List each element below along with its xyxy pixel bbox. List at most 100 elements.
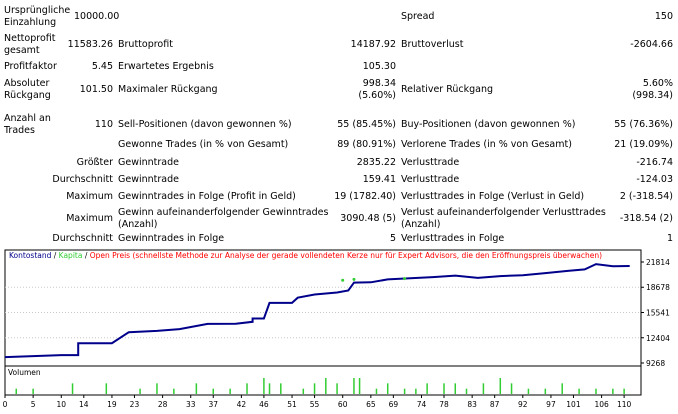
max-consecutive-amount-loss-value: -318.54 (2) [619,213,673,224]
x-tick-label: 37 [208,400,218,409]
net-profit-value: 11583.26 [67,39,113,50]
x-tick-label: 83 [467,400,477,409]
loss-trades-label: Verlorene Trades (in % von Gesamt) [401,139,572,150]
x-tick-label: 65 [366,400,376,409]
max-consecutive-profit-label: Gewinntrades in Folge (Profit in Geld) [118,191,296,202]
short-positions-label: Sell-Positionen (davon gewonnen %) [118,119,292,130]
volume-label: Volumen [8,368,41,377]
avg-consecutive-profit-label: Gewinntrades in Folge [118,233,225,244]
average-label: Durchschnitt [52,174,113,185]
legend-sep1: / [51,251,58,260]
x-tick-label: 5 [31,400,36,409]
short-positions-value: 55 (85.45%) [337,119,396,130]
largest-profit-label: Gewinntrade [118,157,179,168]
average-loss-value: -124.03 [636,174,673,185]
x-tick-label: 106 [594,400,609,409]
gross-loss-value: -2604.66 [630,39,673,50]
average-loss-label: Verlusttrade [401,174,460,185]
largest-loss-label: Verlusttrade [401,157,460,168]
maximal-drawdown-label: Maximaler Rückgang [118,84,218,95]
relative-drawdown-value: 5.60% (998.34) [632,78,673,101]
x-tick-label: 33 [186,400,196,409]
max-consecutive-profit-value: 19 (1782.40) [334,191,396,202]
long-positions-label: Buy-Positionen (davon gewonnen %) [401,119,576,130]
legend-model-note: Open Preis (schnellste Methode zur Analy… [90,251,602,260]
chart-grid [5,286,641,339]
max-consecutive-label: Maximum [66,191,113,202]
y-tick-label: 18678 [646,283,670,292]
total-trades-label: Anzahl an Trades [4,113,51,136]
y-tick-label: 15541 [646,309,670,318]
x-tick-label: 23 [130,400,140,409]
x-tick-label: 10 [57,400,67,409]
y-tick-label: 12404 [646,334,670,343]
absolute-drawdown-label: Absoluter Rückgang [4,78,51,101]
expected-payoff-value: 105.30 [362,61,396,72]
equity-mark [341,278,345,282]
x-tick-label: 46 [259,400,269,409]
x-tick-label: 69 [389,400,399,409]
x-tick-label: 0 [3,400,8,409]
profit-factor-label: Profitfaktor [4,61,57,72]
expected-payoff-label: Erwartetes Ergebnis [118,61,214,72]
balance-line [4,263,630,359]
absolute-drawdown-value: 101.50 [79,84,113,95]
legend-balance: Kontostand [9,251,52,260]
x-tick-label: 14 [79,400,89,409]
chart-legend: Kontostand / Kapita / Open Preis (schnel… [9,251,602,260]
equity-chart: 21814 18678 15541 12404 9268 0 5 10 14 19 23 28 33 3… [3,249,670,409]
x-tick-label: 78 [439,400,449,409]
average-profit-value: 159.41 [362,174,396,185]
max-consecutive-loss-label: Verlusttrades in Folge (Verlust in Geld) [401,191,585,202]
max-consecutive-loss-value: 2 (-318.54) [619,191,673,202]
relative-drawdown-label: Relativer Rückgang [401,84,494,95]
x-tick-label: 110 [617,400,632,409]
report-stats-table: Ursprüngliche Einzahlung 10000.00 Spread… [4,5,673,244]
spread-label: Spread [401,11,435,22]
x-tick-label: 101 [566,400,581,409]
max-consecutive-amount-loss-label: Verlust aufeinanderfolgender Verlusttrad… [401,207,606,230]
x-tick-label: 28 [158,400,168,409]
max-consecutive-amount-label: Maximum [66,213,113,224]
legend-equity: Kapita [59,251,83,260]
largest-loss-value: -216.74 [636,157,673,168]
average-profit-label: Gewinntrade [118,174,179,185]
equity-mark [352,277,356,281]
y-axis-ticks: 21814 18678 15541 12404 9268 [641,258,670,368]
volume-bars [15,378,625,394]
initial-deposit-label: Ursprüngliche Einzahlung [4,5,71,28]
maximal-drawdown-value: 998.34 (5.60%) [358,78,396,101]
x-tick-label: 60 [338,400,348,409]
total-trades-value: 110 [94,119,113,130]
x-tick-label: 74 [417,400,427,409]
max-consecutive-amount-profit-label: Gewinn aufeinanderfolgender Gewinntrades… [118,207,329,230]
x-tick-label: 42 [237,400,247,409]
avg-consecutive-profit-value: 5 [389,233,396,244]
x-axis-ticks: 0 5 10 14 19 23 28 33 37 42 46 51 55 60 65 69 74 78 83 87 92… [3,395,632,409]
x-tick-label: 51 [287,400,297,409]
avg-consecutive-loss-label: Verlusttrades in Folge [401,233,505,244]
profit-trades-value: 89 (80.91%) [337,139,396,150]
equity-mark [403,277,407,281]
x-tick-label: 19 [107,400,117,409]
largest-label: Größter [76,157,113,168]
legend-sep2: / [82,251,89,260]
gross-profit-label: Bruttoprofit [118,39,173,50]
x-tick-label: 92 [518,400,528,409]
chart-frame [4,249,642,396]
y-tick-label: 21814 [646,258,670,267]
x-tick-label: 55 [310,400,320,409]
loss-trades-value: 21 (19.09%) [614,139,673,150]
profit-trades-label: Gewonne Trades (in % von Gesamt) [118,139,289,150]
avg-consecutive-loss-value: 1 [666,233,673,244]
long-positions-value: 55 (76.36%) [614,119,673,130]
x-tick-label: 97 [546,400,556,409]
net-profit-label: Nettoprofit gesamt [4,33,56,56]
gross-profit-value: 14187.92 [350,39,396,50]
spread-value: 150 [654,11,673,22]
largest-profit-value: 2835.22 [356,157,396,168]
x-tick-label: 87 [490,400,500,409]
gross-loss-label: Bruttoverlust [401,39,464,50]
y-tick-label: 9268 [646,359,665,368]
